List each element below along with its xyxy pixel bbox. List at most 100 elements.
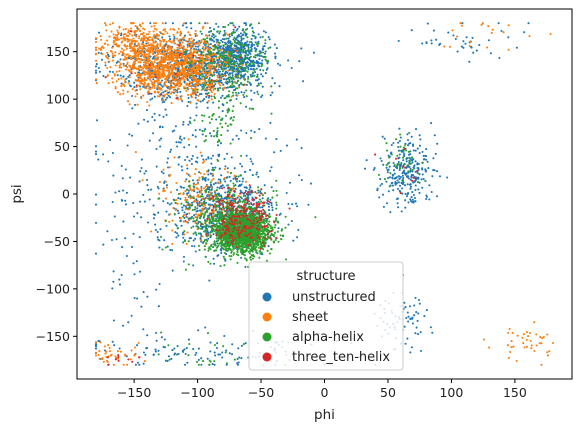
point-unstructured [235,134,238,137]
point-sheet [145,87,148,90]
point-sheet [154,66,157,69]
point-sheet [188,67,192,70]
point-sheet [118,26,121,29]
point-unstructured [251,162,254,165]
point-sheet [109,50,112,53]
point-unstructured [149,188,152,191]
point-unstructured [179,135,182,138]
point-sheet [206,88,209,91]
point-unstructured [489,52,492,55]
point-sheet [153,27,156,30]
point-sheet [161,32,164,35]
point-unstructured [142,291,145,294]
point-unstructured [179,90,182,93]
point-unstructured [406,176,409,179]
point-sheet [117,32,120,35]
point-sheet [152,41,155,44]
point-sheet [169,92,172,95]
point-sheet [201,207,204,210]
point-unstructured [412,144,415,147]
point-unstructured [186,40,190,43]
point-unstructured [432,157,435,160]
point-sheet [192,48,195,51]
point-sheet [94,40,98,44]
point-sheet [138,29,141,32]
point-sheet [141,49,144,52]
point-unstructured [164,108,167,111]
point-unstructured [523,31,526,34]
point-sheet [204,87,207,90]
point-unstructured [251,174,254,177]
point-sheet [174,85,177,88]
point-unstructured [412,158,415,161]
point-sheet [196,182,199,185]
point-sheet [204,185,207,188]
point-unstructured [408,142,411,145]
point-sheet [525,338,528,341]
point-sheet [95,82,98,85]
point-sheet [185,172,188,175]
point-sheet [169,191,173,194]
point-unstructured [169,150,172,153]
point-unstructured [125,355,128,358]
point-unstructured [220,251,223,254]
point-unstructured [209,341,212,344]
point-unstructured [222,33,225,37]
point-sheet [186,53,189,56]
point-unstructured [231,72,234,75]
point-sheet [145,40,148,43]
point-sheet [109,66,112,69]
point-unstructured [159,145,162,148]
point-sheet [142,34,145,37]
point-unstructured [396,167,399,170]
point-sheet [125,68,128,71]
point-unstructured [249,157,252,161]
point-unstructured [435,38,438,41]
point-sheet [197,203,200,206]
point-unstructured [472,51,475,54]
point-unstructured [244,32,247,35]
point-unstructured [249,169,252,172]
point-sheet [191,58,194,61]
point-unstructured [156,236,159,239]
point-unstructured [298,174,301,177]
point-unstructured [94,71,98,74]
point-unstructured [220,174,223,177]
point-unstructured [201,85,204,88]
point-unstructured [214,166,217,169]
point-sheet [156,51,159,54]
point-sheet [211,173,215,176]
point-sheet [108,350,112,353]
point-unstructured [244,49,247,52]
point-unstructured [226,152,229,155]
point-unstructured [164,22,167,25]
point-unstructured [407,192,410,195]
point-unstructured [209,350,212,353]
point-unstructured [410,196,413,199]
point-sheet [139,76,142,79]
point-unstructured [242,33,245,36]
point-unstructured [385,180,388,183]
point-unstructured [257,62,260,65]
point-unstructured [250,160,253,163]
point-unstructured [221,41,224,44]
point-unstructured [226,71,229,74]
point-unstructured [397,39,400,42]
point-unstructured [255,60,258,63]
point-unstructured [431,175,434,178]
point-unstructured [235,97,238,101]
point-sheet [198,72,201,75]
point-unstructured [172,91,175,94]
point-unstructured [216,71,219,74]
point-sheet [122,89,125,92]
point-sheet [129,66,132,69]
point-sheet [196,200,199,203]
point-sheet [214,190,217,193]
point-sheet [181,41,184,44]
point-unstructured [267,209,271,212]
point-sheet [141,27,145,30]
point-unstructured [138,236,141,239]
point-unstructured [185,347,188,350]
point-sheet [193,59,197,62]
point-sheet [128,76,131,79]
